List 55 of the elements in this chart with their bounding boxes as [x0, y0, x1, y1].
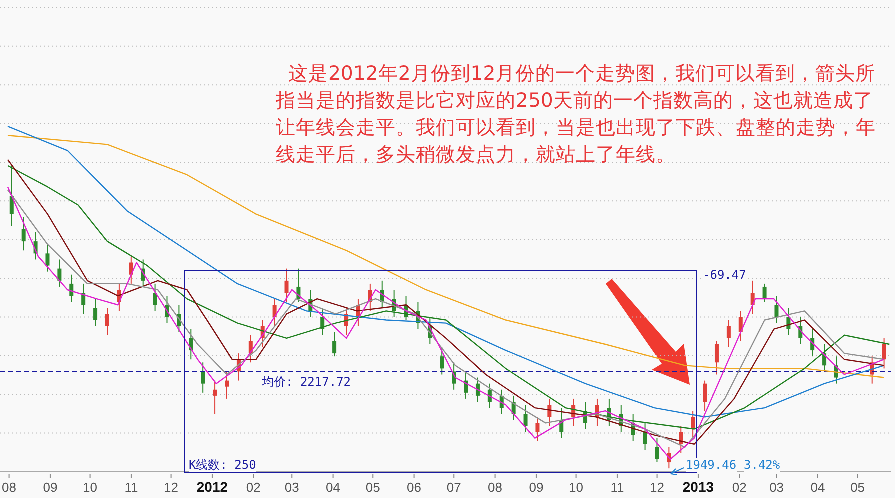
- candlestick: [726, 320, 731, 348]
- candlestick: [762, 283, 767, 303]
- x-tick-label: 05: [850, 480, 866, 495]
- annotation: 均价: 2217.72: [262, 375, 352, 389]
- candlestick: [225, 371, 229, 400]
- candlestick: [201, 362, 206, 394]
- x-tick-label: 03: [770, 480, 784, 495]
- candlestick: [10, 165, 14, 227]
- candlestick: [153, 283, 158, 312]
- x-tick-label: 2012: [196, 479, 228, 495]
- candlestick: [691, 410, 696, 439]
- x-tick-label: 11: [124, 480, 138, 495]
- x-tick-label: 10: [83, 480, 98, 495]
- candlestick: [94, 298, 98, 327]
- x-tick-label: 11: [610, 480, 624, 495]
- x-tick-label: 09: [43, 480, 58, 495]
- candlestick: [714, 340, 719, 376]
- candlestick: [548, 398, 552, 427]
- x-tick-label: 07: [446, 480, 462, 495]
- candlestick: [703, 380, 708, 412]
- annotation: K线数: 250: [189, 458, 256, 472]
- annotation: 3.42%: [744, 458, 780, 472]
- candlestick: [774, 296, 779, 324]
- x-tick-label: 05: [366, 480, 380, 495]
- annotation: 这是2012年2月份到12月份的一个走势图，我们可以看到，箭头所指当是的指数是比它对应的250天前的一个指数高的，这也就造成了让年线会走平。我们可以看到，当是也出现了下跌、盘整的走势，年线走平后，多头稍微发点力，就站上了年线。: [276, 61, 877, 168]
- x-tick-label: 12: [164, 480, 179, 495]
- candlestick: [882, 338, 886, 370]
- candlestick: [738, 310, 743, 342]
- x-tick-label: 08: [2, 480, 17, 495]
- candlestick: [105, 308, 110, 336]
- candlestick: [46, 244, 50, 272]
- candlestick: [643, 422, 648, 451]
- candlestick: [524, 404, 528, 433]
- candlestick: [536, 416, 540, 442]
- candlestick: [655, 438, 660, 464]
- x-tick-label: 10: [569, 480, 584, 495]
- candlestick: [332, 332, 337, 358]
- x-tick-label: 02: [246, 480, 261, 495]
- candlestick: [213, 380, 218, 415]
- x-tick-label: 04: [810, 480, 826, 495]
- x-tick-label: 09: [529, 480, 544, 495]
- x-tick-label: 04: [326, 480, 341, 495]
- candlestick: [284, 268, 289, 303]
- x-tick-label: 03: [284, 480, 300, 495]
- candlestick: [320, 308, 325, 336]
- x-tick-label: 08: [488, 480, 503, 495]
- annotation: 1949.46: [686, 458, 737, 472]
- x-tick-label: 12: [650, 480, 665, 495]
- candlestick: [58, 259, 62, 288]
- candlestick: [440, 347, 444, 376]
- x-tick-label: 06: [407, 480, 422, 495]
- x-tick-label: 2013: [682, 479, 714, 495]
- candlestick: [22, 216, 26, 252]
- x-tick-label: 02: [732, 480, 747, 495]
- annotation: -69.47: [703, 268, 746, 282]
